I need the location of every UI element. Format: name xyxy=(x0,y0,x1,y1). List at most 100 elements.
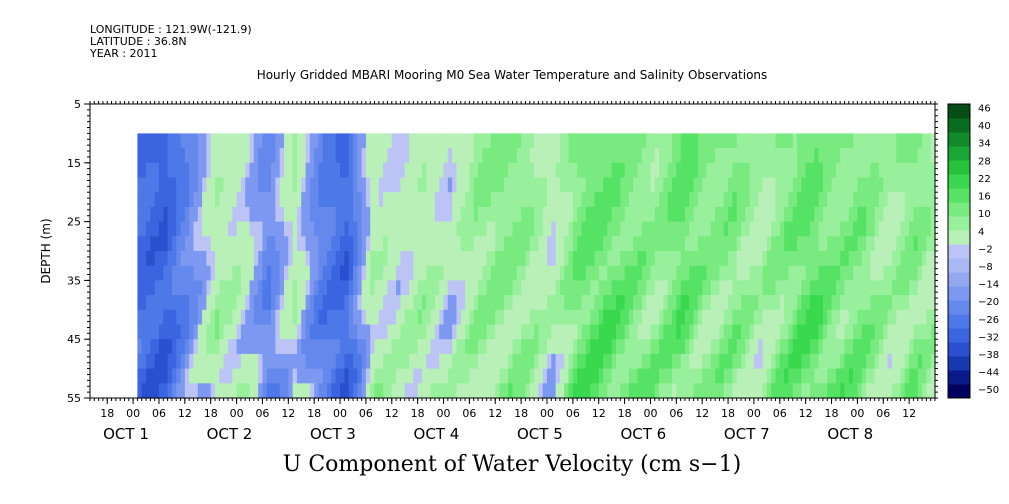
heatmap-cell xyxy=(284,133,289,149)
heatmap-cell xyxy=(227,206,233,223)
heatmap-cell xyxy=(611,309,617,326)
heatmap-cell xyxy=(844,309,850,326)
heatmap-cell xyxy=(340,206,345,223)
heatmap-cell xyxy=(223,368,229,384)
heatmap-cell xyxy=(236,133,242,149)
heatmap-cell xyxy=(288,236,294,252)
heatmap-cell xyxy=(641,383,647,399)
heatmap-cell xyxy=(719,133,725,149)
heatmap-cell xyxy=(232,148,238,164)
heatmap-cell xyxy=(266,206,272,223)
heatmap-cell xyxy=(534,133,539,149)
heatmap-cell xyxy=(154,309,160,326)
heatmap-cell xyxy=(447,383,453,399)
heatmap-cell xyxy=(719,295,725,311)
heatmap-cell xyxy=(417,162,423,179)
heatmap-cell xyxy=(180,221,186,237)
heatmap-cell xyxy=(184,265,190,281)
heatmap-cell xyxy=(426,192,432,208)
heatmap-cell xyxy=(417,324,423,340)
heatmap-cell xyxy=(189,251,195,267)
heatmap-cell xyxy=(202,251,207,267)
heatmap-cell xyxy=(434,265,440,281)
heatmap-cell xyxy=(150,206,156,223)
heatmap-cell xyxy=(352,206,358,223)
heatmap-cell xyxy=(529,133,535,149)
heatmap-cell xyxy=(538,339,544,355)
heatmap-cell xyxy=(456,309,462,326)
heatmap-cell xyxy=(335,236,341,252)
heatmap-cell xyxy=(426,339,432,355)
heatmap-cell xyxy=(176,383,182,399)
heatmap-cell xyxy=(137,309,143,326)
colorbar-swatch xyxy=(948,384,970,399)
heatmap-cell xyxy=(361,368,367,384)
heatmap-cell xyxy=(426,324,432,340)
heatmap-cell xyxy=(753,295,759,311)
heatmap-cell xyxy=(426,280,432,296)
heatmap-cell xyxy=(137,383,143,399)
heatmap-cell xyxy=(607,265,613,281)
heatmap-cell xyxy=(581,295,587,311)
heatmap-cell xyxy=(628,148,634,164)
heatmap-cell xyxy=(508,133,514,149)
heatmap-cell xyxy=(857,309,863,326)
heatmap-cell xyxy=(913,251,919,267)
heatmap-cell xyxy=(361,221,367,237)
year-label: YEAR : 2011 xyxy=(90,47,158,60)
heatmap-cell xyxy=(792,251,798,267)
heatmap-cell xyxy=(818,162,824,179)
heatmap-cell xyxy=(352,162,358,179)
heatmap-cell xyxy=(598,309,604,326)
heatmap-cell xyxy=(585,251,591,267)
heatmap-cell xyxy=(154,265,160,281)
heatmap-cell xyxy=(848,383,854,399)
heatmap-cell xyxy=(417,309,423,326)
heatmap-cell xyxy=(409,236,414,252)
heatmap-cell xyxy=(551,236,557,252)
heatmap-cell xyxy=(559,339,565,355)
heatmap-cell xyxy=(814,383,820,399)
heatmap-cell xyxy=(240,206,246,223)
heatmap-cell xyxy=(551,192,557,208)
heatmap-cell xyxy=(891,133,897,149)
heatmap-cell xyxy=(430,221,436,237)
heatmap-cell xyxy=(740,148,746,164)
heatmap-cell xyxy=(202,221,207,237)
heatmap-cell xyxy=(538,251,544,267)
heatmap-cell xyxy=(917,309,923,326)
heatmap-cell xyxy=(728,162,733,179)
heatmap-cell xyxy=(404,251,410,267)
heatmap-cell xyxy=(288,383,294,399)
heatmap-cell xyxy=(137,206,143,223)
heatmap-cell xyxy=(904,192,910,208)
heatmap-cell xyxy=(697,339,703,355)
heatmap-cell xyxy=(775,309,781,326)
heatmap-cell xyxy=(607,192,613,208)
heatmap-cell xyxy=(620,206,626,223)
heatmap-cell xyxy=(245,368,251,384)
heatmap-cell xyxy=(809,206,815,223)
heatmap-cell xyxy=(499,265,505,281)
heatmap-cell xyxy=(870,192,876,208)
heatmap-cell xyxy=(167,192,173,208)
heatmap-cell xyxy=(853,383,858,399)
heatmap-cell xyxy=(219,324,225,340)
heatmap-cell xyxy=(452,162,458,179)
heatmap-cell xyxy=(305,162,311,179)
heatmap-cell xyxy=(904,295,910,311)
heatmap-cell xyxy=(171,339,177,355)
heatmap-cell xyxy=(340,177,345,193)
heatmap-cell xyxy=(417,368,423,384)
heatmap-cell xyxy=(844,206,850,223)
heatmap-cell xyxy=(659,236,664,252)
heatmap-cell xyxy=(689,265,695,281)
heatmap-cell xyxy=(792,353,798,370)
heatmap-cell xyxy=(521,177,527,193)
heatmap-cell xyxy=(887,148,893,164)
heatmap-cell xyxy=(478,251,483,267)
colorbar-swatch xyxy=(948,244,970,259)
heatmap-cell xyxy=(887,192,893,208)
heatmap-cell xyxy=(775,353,781,370)
heatmap-cell xyxy=(728,309,733,326)
